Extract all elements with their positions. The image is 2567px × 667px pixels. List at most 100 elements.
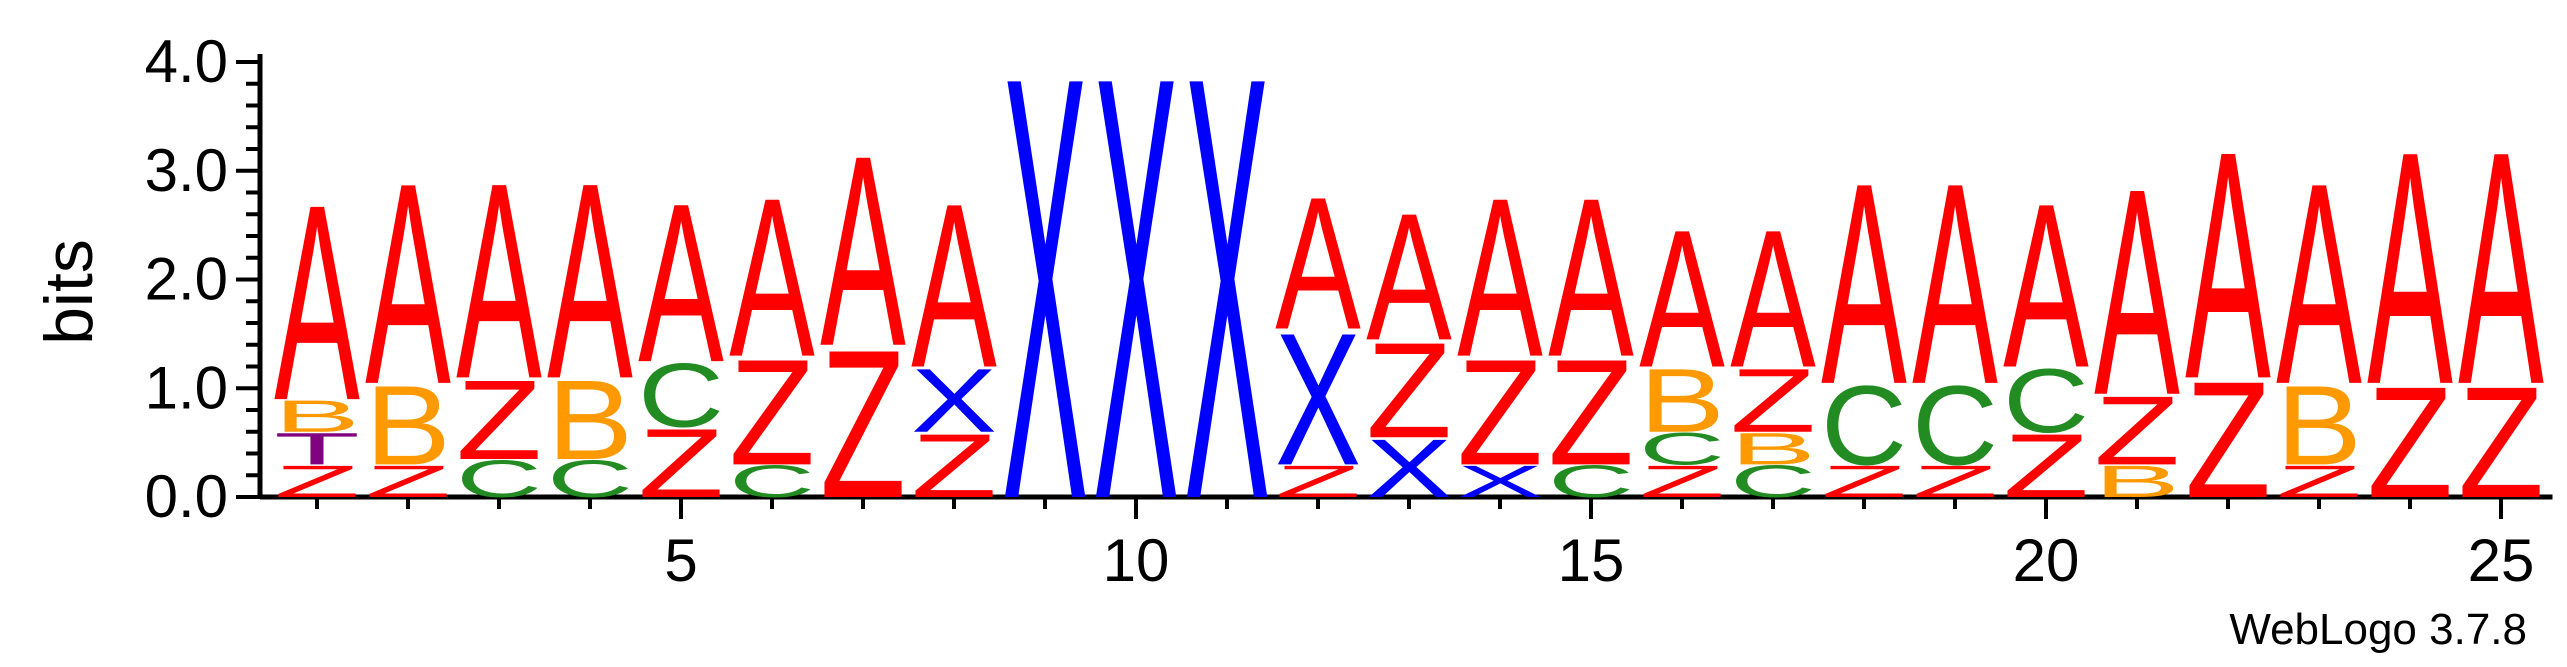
glyph-A: A <box>1730 190 1816 409</box>
stack-position-6: CZA <box>729 151 815 507</box>
glyph-C: C <box>1912 362 1998 489</box>
glyph-Z: Z <box>911 416 997 517</box>
glyph-A: A <box>2003 156 2089 418</box>
glyph-Z: Z <box>2094 375 2180 485</box>
glyph-A: A <box>1912 125 1998 445</box>
glyph-Z: Z <box>456 357 542 484</box>
glyph-A: A <box>1275 159 1361 370</box>
glyph-A: A <box>820 100 906 403</box>
y-tick-label: 3.0 <box>145 137 228 204</box>
glyph-Z: Z <box>1821 456 1907 507</box>
glyph-A: A <box>2185 84 2271 447</box>
glyph-Z: Z <box>274 456 360 507</box>
glyph-X: X <box>911 350 997 452</box>
y-axis: 0.0 1.0 2.0 3.0 4.0 <box>145 28 263 530</box>
glyph-B: B <box>2276 362 2362 489</box>
stack-position-14: XZA <box>1457 151 1543 506</box>
glyph-T: T <box>274 424 360 475</box>
weblogo-credit: WebLogo 3.7.8 <box>2229 605 2527 654</box>
stack-position-12: ZXA <box>1275 159 1361 507</box>
glyph-B: B <box>547 356 633 483</box>
stack-position-15: CZA <box>1548 151 1634 507</box>
glyph-Z: Z <box>2276 456 2362 507</box>
stack-position-2: ZBA <box>365 125 451 507</box>
glyph-A: A <box>1821 125 1907 445</box>
glyph-A: A <box>1457 151 1543 404</box>
stack-position-11: X <box>1184 0 1270 626</box>
glyph-Z: Z <box>1639 456 1725 507</box>
stack-position-9: X <box>1002 0 1088 626</box>
stack-position-20: ZCA <box>2003 156 2089 517</box>
glyph-Z: Z <box>2367 353 2453 531</box>
glyph-B: B <box>1639 350 1725 452</box>
glyph-Z: Z <box>1730 351 1816 452</box>
glyph-Z: Z <box>1457 328 1543 497</box>
glyph-C: C <box>547 449 633 508</box>
glyph-B: B <box>1730 424 1816 474</box>
y-tick-label: 0.0 <box>145 463 228 530</box>
glyph-C: C <box>729 456 815 507</box>
x-tick-label: 5 <box>664 527 697 594</box>
glyph-X: X <box>1457 457 1543 507</box>
y-tick-label: 1.0 <box>145 354 228 421</box>
stack-position-22: ZA <box>2185 84 2271 533</box>
glyph-A: A <box>274 147 360 459</box>
x-axis: 5 10 15 20 25 <box>260 494 2553 594</box>
stack-position-23: ZBA <box>2276 125 2362 507</box>
glyph-B: B <box>274 391 360 441</box>
glyph-A: A <box>2458 83 2544 454</box>
x-tick-label: 10 <box>1103 527 1170 594</box>
glyph-A: A <box>1366 177 1452 379</box>
stack-position-5: ZCA <box>638 157 724 518</box>
stack-position-21: BZA <box>2094 128 2180 507</box>
glyph-C: C <box>2003 350 2089 451</box>
glyph-B: B <box>2094 457 2180 507</box>
glyph-X: X <box>1093 0 1179 626</box>
glyph-Z: Z <box>1366 315 1452 466</box>
glyph-Z: Z <box>820 306 906 543</box>
glyph-A: A <box>365 125 451 445</box>
stack-position-24: ZA <box>2367 83 2453 530</box>
glyph-Z: Z <box>1548 328 1634 497</box>
glyph-Z: Z <box>1912 456 1998 507</box>
glyph-Z: Z <box>2185 347 2271 533</box>
stack-position-18: ZCA <box>1821 125 1907 507</box>
y-axis-label: bits <box>31 239 107 345</box>
glyph-A: A <box>2367 83 2453 454</box>
stack-position-10: X <box>1093 0 1179 626</box>
glyph-A: A <box>911 156 997 418</box>
glyph-Z: Z <box>365 456 451 507</box>
glyph-A: A <box>2276 125 2362 445</box>
glyph-A: A <box>729 151 815 404</box>
glyph-X: X <box>1275 295 1361 505</box>
stack-position-19: ZCA <box>1912 125 1998 507</box>
stack-position-4: CBA <box>547 125 633 508</box>
glyph-Z: Z <box>1275 456 1361 507</box>
glyph-C: C <box>1639 424 1725 475</box>
glyph-C: C <box>1730 456 1816 507</box>
glyph-X: X <box>1366 422 1452 515</box>
glyph-Z: Z <box>2458 353 2544 531</box>
glyph-X: X <box>1002 0 1088 626</box>
stack-position-3: CZA <box>456 125 542 508</box>
glyph-Z: Z <box>638 408 724 518</box>
x-tick-label: 15 <box>1558 527 1625 594</box>
y-tick-label: 2.0 <box>145 246 228 313</box>
y-tick-label: 4.0 <box>145 28 228 95</box>
glyph-C: C <box>638 345 724 446</box>
glyph-C: C <box>1821 362 1907 489</box>
stack-position-7: ZA <box>820 100 906 542</box>
stack-position-8: ZXA <box>911 156 997 517</box>
stack-position-25: ZA <box>2458 83 2544 530</box>
glyph-A: A <box>2094 128 2180 457</box>
x-tick-label: 25 <box>2468 527 2535 594</box>
glyph-Z: Z <box>729 328 815 497</box>
glyph-A: A <box>638 157 724 410</box>
glyph-A: A <box>547 125 633 437</box>
glyph-Z: Z <box>2003 416 2089 517</box>
glyph-A: A <box>1548 151 1634 404</box>
